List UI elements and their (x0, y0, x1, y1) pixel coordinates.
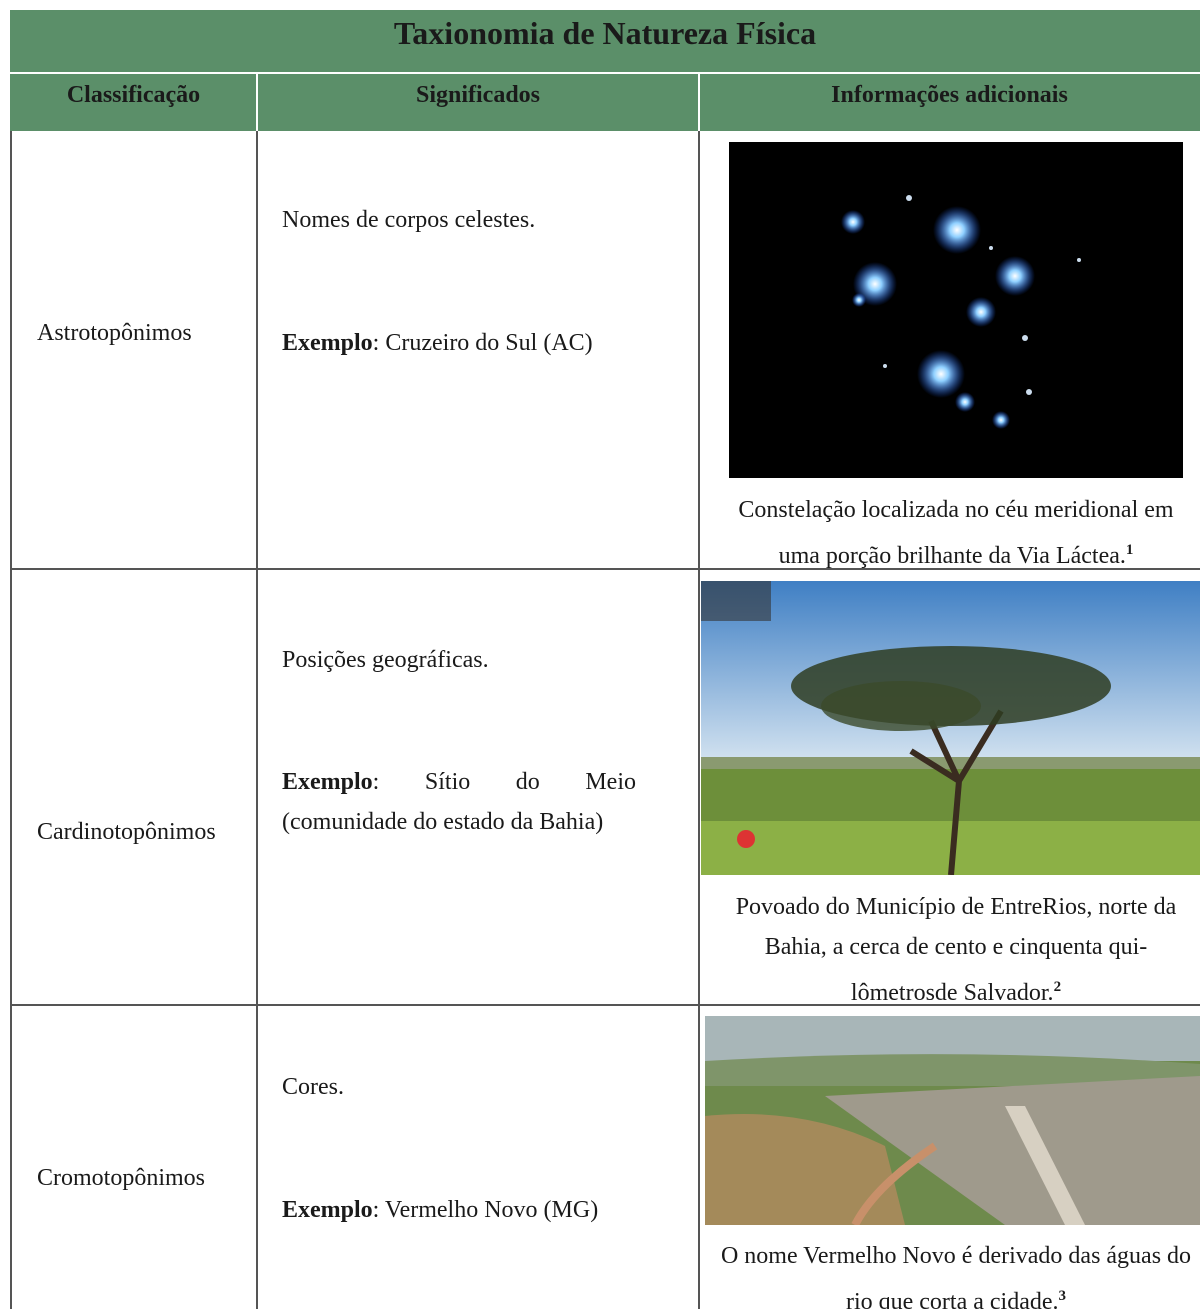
example-text: : Cruzeiro do Sul (AC) (372, 330, 593, 356)
caption: O nome Vermelho Novo é derivado das água… (720, 1236, 1192, 1309)
header-cell: Significados (415, 82, 541, 108)
meaning: Nomes de corpos celestes. (282, 207, 536, 233)
image-aerial (705, 1016, 1200, 1225)
caption-text: Constelação localizada no céu meridional… (738, 497, 1174, 569)
footnote: 1 (1125, 542, 1134, 558)
example-label: Exemplo (282, 769, 373, 795)
border (10, 1004, 1200, 1006)
border (698, 131, 700, 1309)
caption-text: Povoado do Município de EntreRios, norte… (735, 894, 1177, 1006)
example-label: Exemplo (282, 330, 373, 356)
meaning: Posições geográficas. (282, 647, 489, 673)
border (10, 131, 12, 1309)
classification: Cardinotopônimos (37, 819, 216, 845)
caption-text: O nome Vermelho Novo é derivado das água… (720, 1243, 1192, 1309)
example: Exemplo: Cruzeiro do Sul (AC) (282, 323, 672, 363)
caption: Constelação localizada no céu meridional… (722, 490, 1190, 576)
border (10, 568, 1200, 570)
border (698, 74, 700, 131)
classification: Astrotopônimos (37, 320, 192, 346)
example: Exemplo: Sítio do Meio (comunidade do es… (282, 762, 636, 842)
header-cell: Informações adicionais (831, 82, 1068, 108)
image-landscape (701, 581, 1200, 875)
header-cell: Classificação (66, 82, 201, 108)
footnote: 3 (1058, 1288, 1067, 1304)
table-title: Taxionomia de Natureza Física (393, 15, 817, 51)
border (256, 131, 258, 1309)
image-stars (729, 142, 1183, 478)
example-text: : Vermelho Novo (MG) (372, 1197, 599, 1223)
caption: Povoado do Município de EntreRios, norte… (720, 887, 1192, 1013)
border (10, 72, 1200, 74)
example: Exemplo: Vermelho Novo (MG) (282, 1190, 682, 1230)
header-row (10, 74, 1200, 131)
example-text: : Sítio do Meio (comunidade do estado da… (282, 769, 636, 835)
footnote: 2 (1053, 979, 1062, 995)
border (256, 74, 258, 131)
example-label: Exemplo (282, 1197, 373, 1223)
meaning: Cores. (282, 1074, 344, 1100)
classification: Cromotopônimos (37, 1165, 206, 1191)
title-bar (10, 10, 1200, 72)
